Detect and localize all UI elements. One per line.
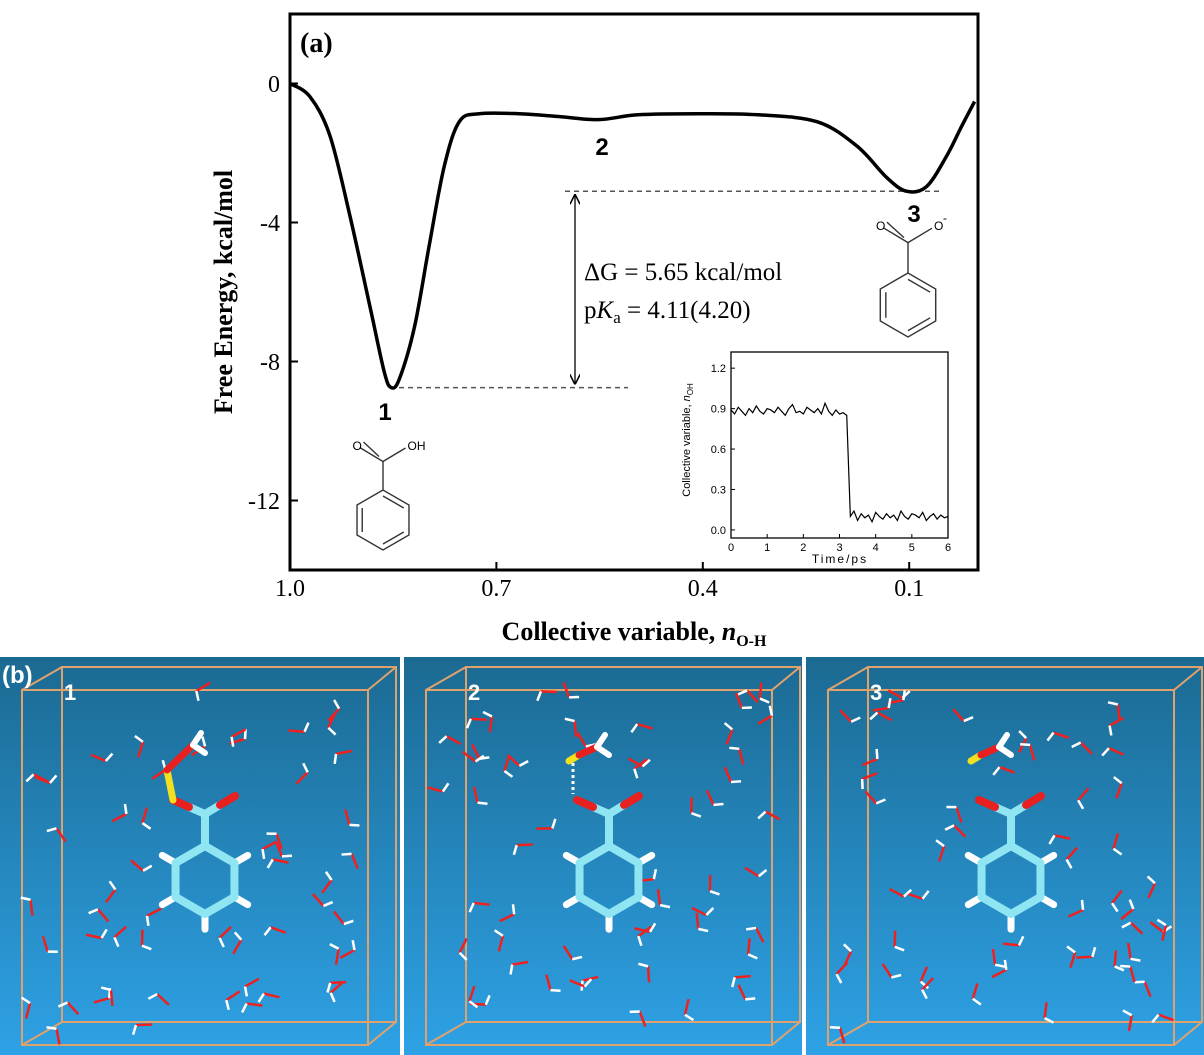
x-tick-label: 2 bbox=[800, 542, 806, 554]
water-o bbox=[697, 913, 699, 929]
water-h bbox=[349, 825, 359, 826]
water-h bbox=[713, 804, 723, 805]
water-h bbox=[551, 990, 561, 991]
figure: 0-4-8-121.00.70.40.1(a)123ΔG = 5.65 kcal… bbox=[0, 0, 1204, 1055]
water-o bbox=[575, 721, 577, 737]
water-o bbox=[735, 976, 751, 977]
x-axis-title: Collective variable, nO-H bbox=[502, 617, 767, 650]
charge-label: - bbox=[943, 211, 947, 225]
water-h bbox=[745, 998, 755, 999]
y-tick-label: -4 bbox=[260, 211, 280, 237]
x-tick-label: 4 bbox=[873, 542, 879, 554]
x-tick-label: 0.7 bbox=[481, 576, 511, 602]
inset-y-title-text: Collective variable, bbox=[681, 401, 693, 496]
point-label: 3 bbox=[907, 201, 920, 228]
snapshot-label: 2 bbox=[468, 680, 480, 705]
y-tick-label: 0.6 bbox=[711, 444, 726, 456]
water-h bbox=[877, 749, 878, 759]
panel-label: (b) bbox=[2, 662, 33, 689]
y-tick-label: -8 bbox=[260, 350, 280, 376]
y-tick-label: 0.3 bbox=[711, 484, 726, 496]
inset-y-title-sub: OH bbox=[686, 383, 695, 395]
annotation-part: K bbox=[596, 297, 615, 324]
water-o bbox=[142, 930, 143, 946]
annotation-part: p bbox=[584, 297, 597, 324]
point-label: 1 bbox=[378, 399, 391, 426]
water-h bbox=[746, 928, 756, 929]
x-tick-label: 0.1 bbox=[894, 576, 924, 602]
water-h bbox=[147, 916, 148, 926]
point-label: 2 bbox=[595, 134, 608, 161]
y-tick-label: 0.0 bbox=[711, 525, 726, 537]
atom-label: O bbox=[353, 439, 362, 453]
annotation: pKa = 4.11(4.20) bbox=[584, 297, 751, 327]
annotation-part: = 4.11(4.20) bbox=[621, 297, 751, 324]
snapshot-label: 1 bbox=[64, 680, 76, 705]
water-h bbox=[1020, 744, 1030, 745]
water-o bbox=[541, 691, 557, 692]
x-axis-title-sub: O-H bbox=[736, 633, 767, 650]
y-tick-label: 0.9 bbox=[711, 403, 726, 415]
water-o bbox=[471, 719, 487, 720]
atom-label: O bbox=[934, 219, 943, 233]
atom-label: OH bbox=[408, 439, 426, 453]
water-h bbox=[1082, 900, 1083, 910]
water-h bbox=[1005, 960, 1006, 970]
water-o bbox=[760, 683, 761, 699]
water-h bbox=[263, 849, 265, 859]
water-h bbox=[353, 940, 355, 950]
y-tick-label: -12 bbox=[248, 489, 280, 515]
water-h bbox=[342, 854, 352, 855]
water-h bbox=[335, 754, 336, 764]
water-h bbox=[1120, 966, 1130, 967]
y-axis-title: Free Energy, kcal/mol bbox=[209, 170, 238, 414]
water-h bbox=[889, 698, 891, 708]
water-o bbox=[517, 845, 533, 846]
water-o bbox=[1003, 944, 1019, 946]
water-h bbox=[47, 1027, 57, 1028]
panel-gap bbox=[400, 657, 404, 1055]
water-o bbox=[289, 730, 305, 731]
water-h bbox=[478, 803, 488, 804]
x-tick-label: 6 bbox=[945, 542, 951, 554]
x-tick-label: 0.4 bbox=[688, 576, 718, 602]
annotation: ΔG = 5.65 kcal/mol bbox=[584, 259, 782, 286]
water-o bbox=[1115, 950, 1116, 966]
water-o bbox=[748, 938, 749, 954]
y-tick-label: 0 bbox=[268, 72, 280, 98]
water-h bbox=[125, 804, 126, 814]
inset-y-title: Collective variable, nOH bbox=[681, 383, 695, 497]
inset-x-title: Time/ps bbox=[812, 552, 868, 566]
y-tick-label: 1.2 bbox=[711, 363, 726, 375]
x-tick-label: 0 bbox=[728, 542, 734, 554]
water-h bbox=[232, 737, 234, 747]
water-o bbox=[648, 966, 649, 982]
water-h bbox=[513, 904, 514, 914]
water-o bbox=[136, 1024, 152, 1025]
water-h bbox=[729, 748, 739, 749]
x-tick-label: 5 bbox=[909, 542, 915, 554]
water-o bbox=[330, 982, 346, 983]
atom-label: O bbox=[876, 219, 885, 233]
water-h bbox=[1110, 726, 1112, 736]
plot-frame bbox=[731, 352, 948, 538]
water-h bbox=[282, 856, 292, 857]
x-axis-title-text: Collective variable, bbox=[502, 617, 722, 646]
x-axis-title-var: n bbox=[722, 617, 736, 646]
water-o bbox=[474, 903, 490, 905]
x-tick-label: 1.0 bbox=[275, 576, 305, 602]
snapshot-label: 3 bbox=[870, 680, 882, 705]
water-o bbox=[111, 990, 112, 1006]
water-h bbox=[511, 965, 513, 975]
x-tick-label: 1 bbox=[764, 542, 770, 554]
water-h bbox=[731, 781, 741, 782]
water-o bbox=[1076, 957, 1092, 958]
panel-gap bbox=[802, 657, 806, 1055]
panel-label: (a) bbox=[300, 28, 333, 59]
